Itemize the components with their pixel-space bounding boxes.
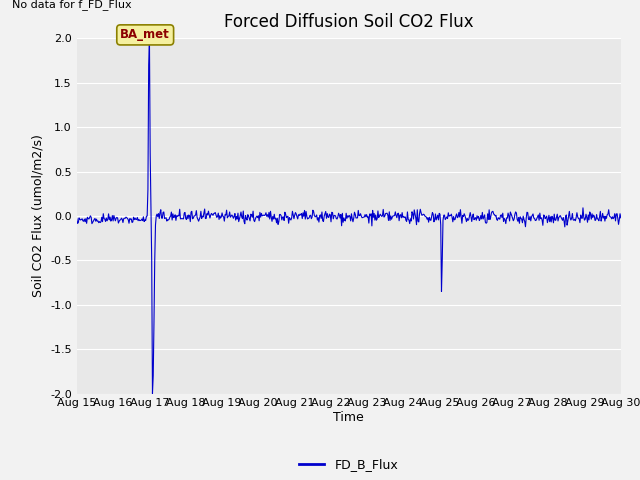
Y-axis label: Soil CO2 Flux (umol/m2/s): Soil CO2 Flux (umol/m2/s)	[31, 134, 45, 298]
X-axis label: Time: Time	[333, 411, 364, 424]
Legend: FD_B_Flux: FD_B_Flux	[294, 453, 403, 476]
Text: No data for f_FD_Flux: No data for f_FD_Flux	[12, 0, 131, 10]
Title: Forced Diffusion Soil CO2 Flux: Forced Diffusion Soil CO2 Flux	[224, 13, 474, 31]
Text: BA_met: BA_met	[120, 28, 170, 41]
